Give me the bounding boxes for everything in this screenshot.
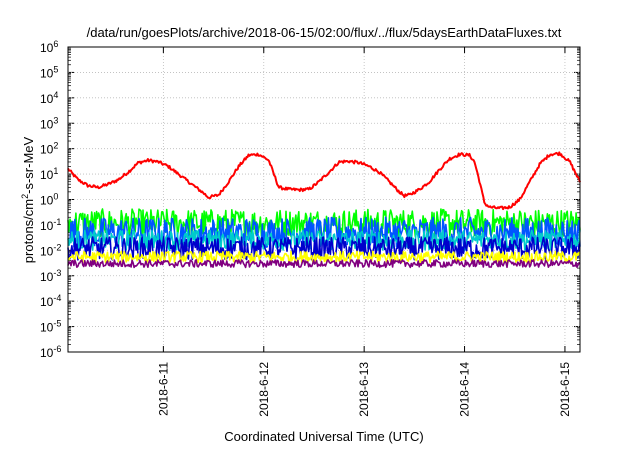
y-tick-exponent: -5 <box>53 319 61 329</box>
y-tick-exponent: -3 <box>53 268 61 278</box>
y-tick-label: 101 <box>40 166 58 182</box>
y-tick-exponent: 0 <box>53 192 58 202</box>
y-tick-exponent: 2 <box>53 141 58 151</box>
y-tick-label: 103 <box>40 115 58 131</box>
y-tick-exponent: -1 <box>53 217 61 227</box>
y-axis-label-prefix: protons/cm <box>21 199 36 263</box>
x-tick-label: 2018-6-13 <box>357 362 371 417</box>
y-tick-exponent: 6 <box>53 39 58 49</box>
x-tick-label: 2018-6-11 <box>156 362 170 416</box>
chart-title: /data/run/goesPlots/archive/2018-06-15/0… <box>87 25 562 40</box>
y-axis-label-suffix: -s-sr-MeV <box>21 136 36 193</box>
y-tick-label: 10-2 <box>40 242 61 258</box>
grid <box>68 46 580 353</box>
y-tick-labels: 10-610-510-410-310-210-11001011021031041… <box>40 39 61 360</box>
y-tick-base: 10 <box>40 244 54 258</box>
x-axis-label: Coordinated Universal Time (UTC) <box>224 429 423 444</box>
plot-frame <box>67 46 581 353</box>
y-tick-base: 10 <box>40 194 54 208</box>
series-group <box>67 151 581 269</box>
y-tick-exponent: 3 <box>53 115 58 125</box>
y-tick-base: 10 <box>40 270 54 284</box>
y-tick-label: 102 <box>40 141 58 157</box>
y-tick-base: 10 <box>40 295 54 309</box>
y-tick-exponent: 4 <box>53 90 58 100</box>
y-tick-exponent: -2 <box>53 242 61 252</box>
y-tick-label: 105 <box>40 64 58 80</box>
y-tick-label: 100 <box>40 192 58 208</box>
y-tick-exponent: 5 <box>53 64 58 74</box>
y-tick-label: 10-5 <box>40 319 61 335</box>
y-tick-exponent: 1 <box>53 166 58 176</box>
x-tick-labels: 2018-6-11 2018-6-12 2018-6-13 2018-6-14 2018… <box>156 362 572 417</box>
y-tick-label: 10-3 <box>40 268 61 284</box>
series-line-0 <box>67 151 581 211</box>
y-tick-base: 10 <box>40 168 54 182</box>
y-tick-base: 10 <box>40 92 54 106</box>
y-tick-label: 10-4 <box>40 293 61 309</box>
y-tick-base: 10 <box>40 219 54 233</box>
x-tick-label: 2018-6-12 <box>257 362 271 417</box>
y-tick-label: 104 <box>40 90 58 106</box>
y-tick-exponent: -6 <box>53 344 61 354</box>
y-tick-base: 10 <box>40 143 54 157</box>
y-tick-base: 10 <box>40 66 54 80</box>
y-tick-base: 10 <box>40 117 54 131</box>
series-line-6 <box>67 259 581 269</box>
y-axis-label: protons/cm2-s-sr-MeV <box>20 136 36 263</box>
y-axis-label-sup: 2 <box>20 194 30 199</box>
y-tick-base: 10 <box>40 346 54 360</box>
y-tick-exponent: -4 <box>53 293 61 303</box>
x-tick-label: 2018-6-14 <box>458 362 472 417</box>
y-tick-base: 10 <box>40 41 54 55</box>
y-tick-label: 106 <box>40 39 58 55</box>
y-tick-label: 10-1 <box>40 217 61 233</box>
y-tick-label: 10-6 <box>40 344 61 360</box>
series-line-5 <box>67 250 581 264</box>
x-tick-label: 2018-6-15 <box>558 362 572 417</box>
y-tick-base: 10 <box>40 321 54 335</box>
